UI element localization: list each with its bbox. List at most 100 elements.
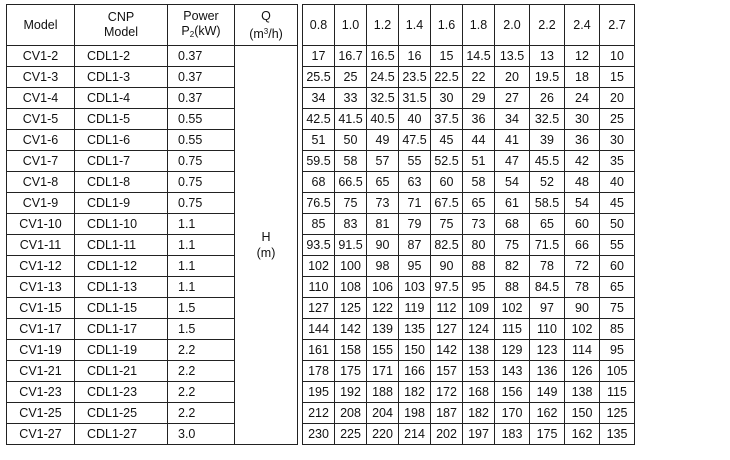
head-value-cell: 182 bbox=[462, 402, 495, 424]
cnp-model-cell: CDL1-8 bbox=[74, 171, 168, 193]
head-value-cell: 57 bbox=[366, 150, 399, 172]
head-value-cell: 71.5 bbox=[529, 234, 565, 256]
model-cell: CV1-2 bbox=[6, 45, 75, 67]
head-value-cell: 98 bbox=[366, 255, 399, 277]
table-row: CV1-11 CDL1-11 1.1 93.5 91.5 90 87 82.5 80 75 71.5… bbox=[6, 234, 635, 256]
head-unit: (m) bbox=[256, 246, 276, 260]
table-row: CV1-3 CDL1-3 0.37 25.5 25 24.5 23.5 22.5 22 20 19.… bbox=[6, 66, 635, 88]
head-value-cell: 55 bbox=[398, 150, 431, 172]
head-value-cell: 66.5 bbox=[334, 171, 367, 193]
head-value-cell: 32.5 bbox=[366, 87, 399, 109]
model-cell: CV1-19 bbox=[6, 339, 75, 361]
head-value-cell: 65 bbox=[366, 171, 399, 193]
head-value-cell: 45 bbox=[599, 192, 635, 214]
model-cell: CV1-7 bbox=[6, 150, 75, 172]
header-q-unit-open: (m bbox=[249, 26, 264, 41]
power-cell: 0.37 bbox=[167, 66, 235, 88]
head-value-cell: 178 bbox=[302, 360, 335, 382]
head-value-cell: 138 bbox=[564, 381, 600, 403]
head-value-cell: 153 bbox=[462, 360, 495, 382]
head-value-cell: 30 bbox=[430, 87, 463, 109]
power-cell: 2.2 bbox=[167, 402, 235, 424]
head-value-cell: 35 bbox=[599, 150, 635, 172]
head-value-cell: 58 bbox=[462, 171, 495, 193]
head-value-cell: 109 bbox=[462, 297, 495, 319]
head-value-cell: 41 bbox=[494, 129, 530, 151]
cnp-model-cell: CDL1-9 bbox=[74, 192, 168, 214]
head-value-cell: 79 bbox=[398, 213, 431, 235]
cnp-model-cell: CDL1-21 bbox=[74, 360, 168, 382]
head-value-cell: 188 bbox=[366, 381, 399, 403]
head-value-cell: 40.5 bbox=[366, 108, 399, 130]
table-row: CV1-13 CDL1-13 1.1 110 108 106 103 97.5 95 88 84.5… bbox=[6, 276, 635, 298]
head-value-cell: 10 bbox=[599, 45, 635, 67]
table-row: CV1-27 CDL1-27 3.0 230 225 220 214 202 197 183 175… bbox=[6, 423, 635, 445]
head-value-cell: 138 bbox=[462, 339, 495, 361]
head-value-cell: 60 bbox=[599, 255, 635, 277]
head-value-cell: 48 bbox=[564, 171, 600, 193]
head-value-cell: 82.5 bbox=[430, 234, 463, 256]
head-value-cell: 142 bbox=[334, 318, 367, 340]
model-cell: CV1-10 bbox=[6, 213, 75, 235]
cnp-model-cell: CDL1-7 bbox=[74, 150, 168, 172]
table-row: CV1-19 CDL1-19 2.2 161 158 155 150 142 138 129 123… bbox=[6, 339, 635, 361]
head-value-cell: 31.5 bbox=[398, 87, 431, 109]
head-value-cell: 225 bbox=[334, 423, 367, 445]
head-value-cell: 81 bbox=[366, 213, 399, 235]
table-row: CV1-10 CDL1-10 1.1 85 83 81 79 75 73 68 65 60 50 bbox=[6, 213, 635, 235]
head-value-cell: 20 bbox=[494, 66, 530, 88]
head-value-cell: 90 bbox=[366, 234, 399, 256]
head-value-cell: 23.5 bbox=[398, 66, 431, 88]
cnp-model-cell: CDL1-13 bbox=[74, 276, 168, 298]
head-value-cell: 126 bbox=[564, 360, 600, 382]
head-value-cell: 50 bbox=[599, 213, 635, 235]
head-value-cell: 16.5 bbox=[366, 45, 399, 67]
head-value-cell: 68 bbox=[494, 213, 530, 235]
head-value-cell: 102 bbox=[302, 255, 335, 277]
head-value-cell: 51 bbox=[302, 129, 335, 151]
head-value-cell: 119 bbox=[398, 297, 431, 319]
head-value-cell: 75 bbox=[494, 234, 530, 256]
head-value-cell: 88 bbox=[494, 276, 530, 298]
header-model: Model bbox=[6, 4, 75, 46]
head-value-cell: 192 bbox=[334, 381, 367, 403]
head-value-cell: 33 bbox=[334, 87, 367, 109]
head-value-cell: 82 bbox=[494, 255, 530, 277]
head-value-cell: 15 bbox=[599, 66, 635, 88]
head-value-cell: 95 bbox=[599, 339, 635, 361]
head-value-cell: 58.5 bbox=[529, 192, 565, 214]
head-value-cell: 50 bbox=[334, 129, 367, 151]
head-value-cell: 42.5 bbox=[302, 108, 335, 130]
head-value-cell: 204 bbox=[366, 402, 399, 424]
head-value-cell: 14.5 bbox=[462, 45, 495, 67]
head-value-cell: 15 bbox=[430, 45, 463, 67]
header-flow: 1.8 bbox=[462, 4, 495, 46]
head-value-cell: 44 bbox=[462, 129, 495, 151]
head-value-cell: 123 bbox=[529, 339, 565, 361]
cnp-model-cell: CDL1-12 bbox=[74, 255, 168, 277]
head-value-cell: 155 bbox=[366, 339, 399, 361]
head-value-cell: 16.7 bbox=[334, 45, 367, 67]
table-row: CV1-9 CDL1-9 0.75 76.5 75 73 71 67.5 65 61 58.5 54 4… bbox=[6, 192, 635, 214]
head-value-cell: 220 bbox=[366, 423, 399, 445]
performance-table-container: Model CNP Model Power P2(kW) Q (m3/h) 0.… bbox=[6, 4, 635, 445]
head-value-cell: 139 bbox=[366, 318, 399, 340]
table-row: CV1-7 CDL1-7 0.75 59.5 58 57 55 52.5 51 47 45.5 42 3… bbox=[6, 150, 635, 172]
head-value-cell: 136 bbox=[529, 360, 565, 382]
header-row: Model CNP Model Power P2(kW) Q (m3/h) 0.… bbox=[6, 4, 635, 46]
power-cell: 0.75 bbox=[167, 192, 235, 214]
power-cell: 1.1 bbox=[167, 234, 235, 256]
head-value-cell: 172 bbox=[430, 381, 463, 403]
head-value-cell: 125 bbox=[334, 297, 367, 319]
head-value-cell: 87 bbox=[398, 234, 431, 256]
head-value-cell: 20 bbox=[599, 87, 635, 109]
head-value-cell: 59.5 bbox=[302, 150, 335, 172]
head-value-cell: 25 bbox=[599, 108, 635, 130]
performance-table: Model CNP Model Power P2(kW) Q (m3/h) 0.… bbox=[6, 4, 635, 445]
power-cell: 2.2 bbox=[167, 381, 235, 403]
head-value-cell: 112 bbox=[430, 297, 463, 319]
cnp-model-cell: CDL1-23 bbox=[74, 381, 168, 403]
head-value-cell: 187 bbox=[430, 402, 463, 424]
model-cell: CV1-12 bbox=[6, 255, 75, 277]
power-cell: 1.1 bbox=[167, 213, 235, 235]
